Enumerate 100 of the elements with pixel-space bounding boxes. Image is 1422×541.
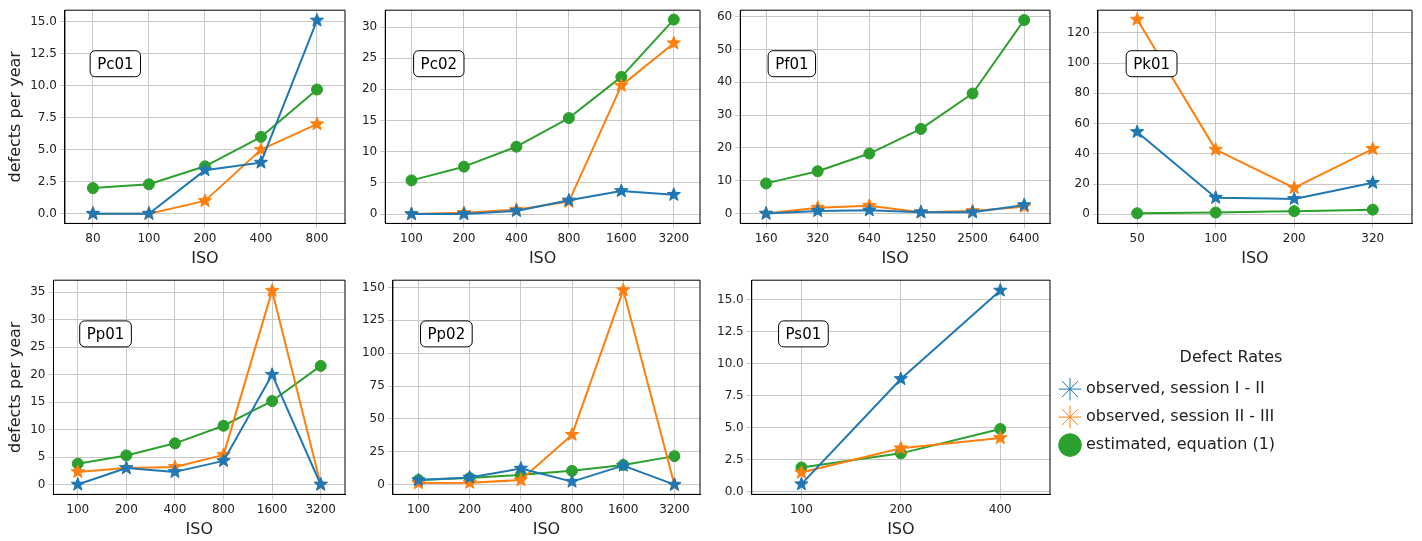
annotation: Pc02	[420, 54, 457, 73]
x-tick-label: 400	[249, 230, 273, 245]
x-tick-label: 50	[1129, 230, 1145, 245]
x-tick-label: 320	[1361, 230, 1385, 245]
y-tick-label: 25	[30, 339, 46, 354]
x-tick-label: 400	[509, 501, 533, 516]
y-tick-label: 0	[377, 476, 385, 491]
y-tick-label: 0	[37, 476, 46, 491]
annotation: Pp02	[427, 324, 466, 343]
annotation: Pk01	[1133, 54, 1170, 73]
y-tick-label: 15.0	[30, 13, 57, 28]
y-tick-label: 5	[37, 449, 46, 464]
y-tick-label: 0	[369, 206, 378, 221]
legend-title: Defect Rates	[1179, 347, 1283, 367]
x-axis-title: ISO	[1241, 247, 1269, 267]
y-tick-label: 2.5	[37, 173, 57, 188]
x-axis-title: ISO	[185, 518, 213, 538]
y-tick-label: 15	[30, 394, 46, 409]
y-tick-label: 100	[362, 345, 385, 360]
x-axis-title: ISO	[881, 247, 909, 267]
y-tick-label: 7.5	[724, 387, 744, 402]
x-tick-label: 200	[889, 501, 913, 516]
legend-label: observed, session I - II	[1086, 378, 1265, 398]
y-tick-label: 75	[369, 378, 385, 393]
x-axis-title: ISO	[191, 247, 219, 267]
y-tick-label: 10	[361, 143, 378, 158]
x-tick-label: 800	[560, 501, 584, 516]
y-tick-label: 7.5	[37, 109, 57, 124]
x-tick-label: 80	[85, 230, 101, 245]
x-tick-label: 100	[137, 230, 161, 245]
y-tick-label: 10.0	[30, 77, 57, 92]
y-tick-label: 50	[369, 411, 385, 426]
y-tick-label: 60	[716, 8, 733, 23]
y-tick-label: 125	[362, 312, 385, 327]
legend-label: estimated, equation (1)	[1086, 434, 1276, 454]
x-tick-label: 100	[789, 501, 813, 516]
x-tick-label: 200	[458, 501, 482, 516]
x-tick-label: 400	[163, 501, 187, 516]
y-tick-label: 30	[361, 19, 378, 34]
y-tick-label: 10.0	[717, 355, 744, 370]
x-tick-label: 640	[857, 230, 881, 245]
y-tick-label: 20	[1074, 176, 1090, 191]
y-tick-label: 2.5	[724, 451, 744, 466]
y-tick-label: 30	[30, 311, 46, 326]
y-tick-label: 0.0	[724, 483, 744, 498]
x-tick-label: 800	[212, 501, 235, 516]
y-tick-label: 20	[30, 366, 46, 381]
y-tick-label: 20	[361, 81, 378, 96]
x-tick-label: 800	[305, 230, 329, 245]
x-axis-title: ISO	[532, 518, 561, 538]
x-tick-label: 100	[400, 230, 423, 245]
x-tick-label: 200	[193, 230, 217, 245]
y-tick-label: 10	[716, 172, 733, 187]
x-tick-label: 320	[806, 230, 830, 245]
y-tick-label: 30	[716, 107, 733, 122]
x-tick-label: 200	[452, 230, 476, 245]
y-tick-label: 50	[716, 41, 733, 56]
y-tick-label: 15.0	[717, 291, 744, 306]
x-axis-title: ISO	[887, 518, 915, 538]
x-axis-title: ISO	[528, 247, 557, 267]
x-tick-label: 3200	[658, 230, 690, 245]
x-tick-label: 3200	[659, 501, 690, 516]
y-tick-label: 0	[1082, 206, 1090, 221]
y-axis-title: defects per year	[4, 50, 24, 183]
x-tick-label: 1600	[606, 230, 637, 245]
y-tick-label: 40	[716, 74, 733, 89]
x-tick-label: 6400	[1008, 230, 1040, 245]
y-axis-title: defects per year	[4, 321, 24, 453]
annotation: Pp01	[86, 324, 125, 343]
y-tick-label: 0.0	[37, 205, 57, 220]
y-tick-label: 35	[30, 284, 46, 299]
y-tick-label: 12.5	[30, 45, 57, 60]
y-tick-label: 120	[1067, 25, 1090, 40]
x-tick-label: 400	[988, 501, 1012, 516]
y-tick-label: 15	[361, 112, 378, 127]
y-tick-label: 100	[1067, 55, 1090, 70]
y-tick-label: 5.0	[724, 419, 744, 434]
x-tick-label: 1250	[905, 230, 937, 245]
y-tick-label: 80	[1074, 85, 1090, 100]
y-tick-label: 40	[1074, 145, 1090, 160]
annotation: Ps01	[785, 324, 822, 343]
x-tick-label: 800	[557, 230, 581, 245]
x-tick-label: 100	[1204, 230, 1228, 245]
x-tick-label: 100	[66, 501, 90, 516]
x-tick-label: 100	[407, 501, 430, 516]
x-tick-label: 160	[754, 230, 778, 245]
y-tick-label: 150	[362, 279, 385, 294]
x-tick-label: 200	[114, 501, 138, 516]
y-tick-label: 60	[1074, 115, 1090, 130]
y-tick-label: 5	[369, 175, 378, 189]
y-tick-label: 5.0	[37, 141, 57, 156]
annotation: Pc01	[97, 54, 134, 73]
y-tick-label: 0	[724, 205, 733, 220]
x-tick-label: 1600	[256, 501, 288, 516]
legend-label: observed, session II - III	[1086, 406, 1275, 426]
y-tick-label: 10	[30, 421, 46, 436]
x-tick-label: 400	[504, 230, 528, 245]
x-tick-label: 1600	[607, 501, 639, 516]
x-tick-label: 3200	[305, 501, 336, 516]
y-tick-label: 25	[369, 443, 385, 458]
